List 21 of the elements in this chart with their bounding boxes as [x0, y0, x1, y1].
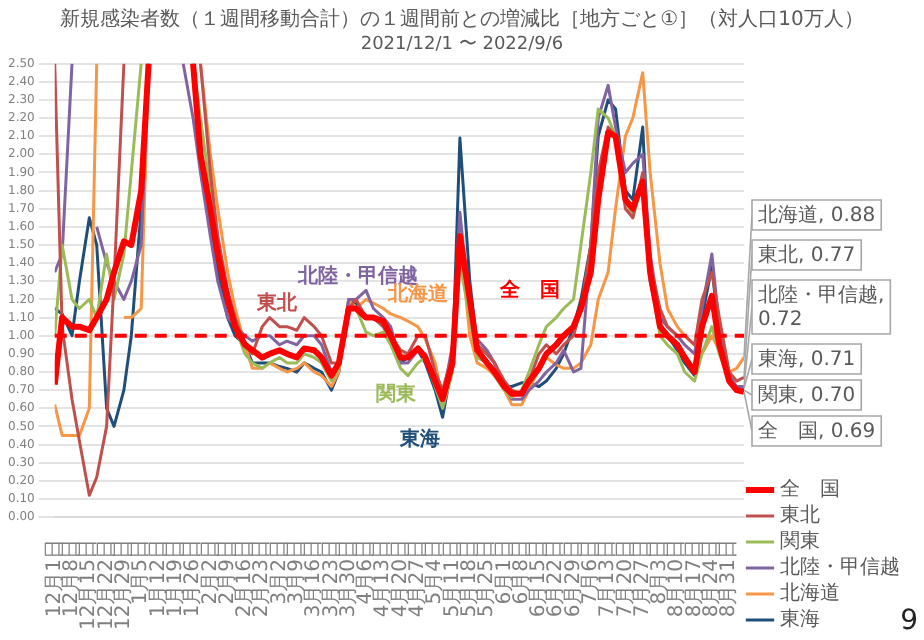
legend-label: 北海道 — [780, 581, 840, 606]
legend-label: 北陸・甲信越 — [780, 555, 900, 580]
legend-label: 東北 — [780, 503, 820, 528]
annotation: 北陸・甲信越, 0.72 — [758, 283, 885, 332]
annotation: 全 国, 0.69 — [758, 419, 876, 444]
legend-label: 東海 — [780, 607, 820, 632]
annotation: 東海 — [398, 427, 441, 452]
annotation: 東海, 0.71 — [758, 347, 856, 372]
legend-label: 全 国 — [780, 477, 840, 502]
x-tick-label: 8月31日 — [718, 539, 741, 618]
legend-label: 関東 — [780, 529, 820, 554]
annotation: 東北 — [255, 291, 300, 316]
chart-title: 新規感染者数（１週間移動合計）の１週間前との増減比［地方ごと①］（対人口10万人） — [60, 7, 864, 32]
annotation: 北海道, 0.88 — [758, 203, 876, 228]
annotation: 北海道 — [385, 282, 450, 307]
annotation: 全 国 — [498, 277, 561, 302]
text: 9 — [900, 605, 918, 638]
annotation: 東北, 0.77 — [758, 243, 856, 268]
chart-subtitle: 2021/12/1 〜 2022/9/6 — [360, 35, 564, 56]
annotation: 関東, 0.70 — [758, 383, 856, 408]
annotation: 関東 — [375, 381, 418, 406]
